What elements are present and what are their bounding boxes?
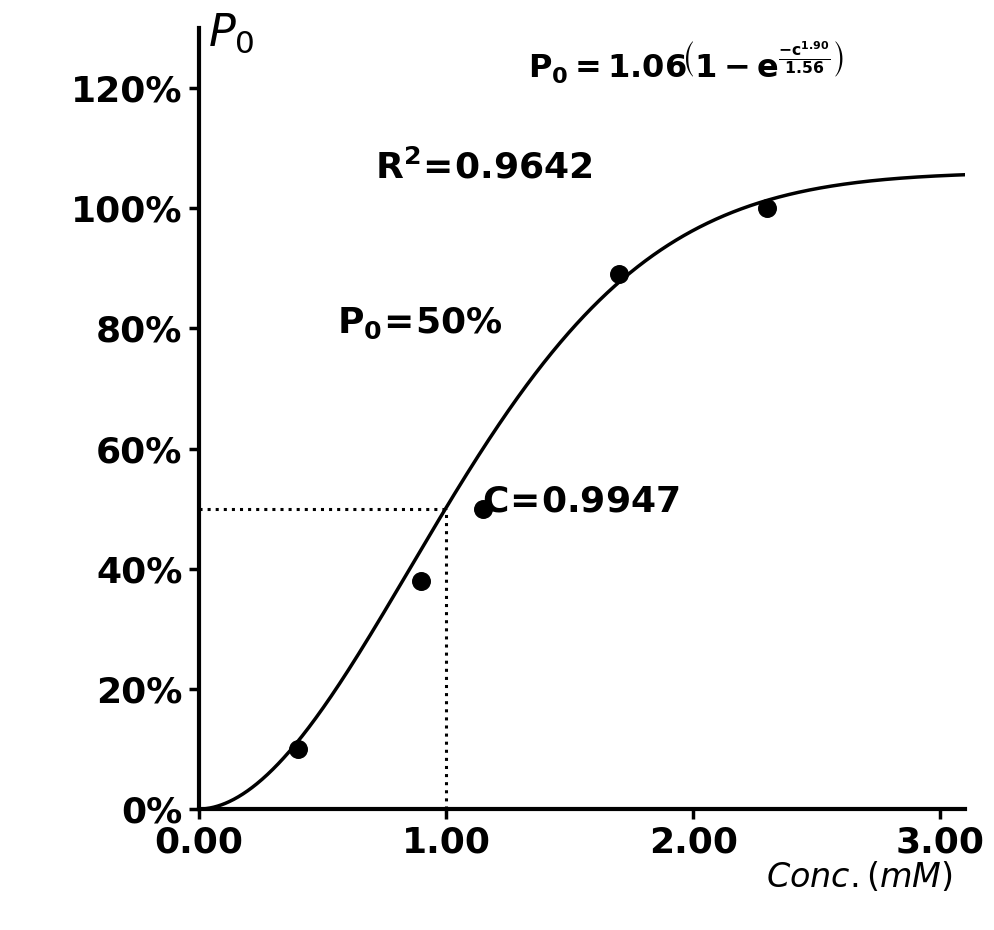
Point xyxy=(758,201,774,216)
Point xyxy=(289,741,305,756)
Point xyxy=(414,573,429,588)
Text: $\mathbf{R^2\!=\!0.9642}$: $\mathbf{R^2\!=\!0.9642}$ xyxy=(375,149,592,185)
Point xyxy=(475,501,491,516)
Text: $\mathit{Conc.(mM)}$: $\mathit{Conc.(mM)}$ xyxy=(765,860,952,894)
Text: $\mathbf{P_0 = 1.06\!\left(1 - e^{\frac{-c^{1.90}}{1.56}}\right)}$: $\mathbf{P_0 = 1.06\!\left(1 - e^{\frac{… xyxy=(528,40,843,86)
Text: $\mathit{P_0}$: $\mathit{P_0}$ xyxy=(208,11,254,55)
Point xyxy=(610,267,626,282)
Text: $\mathbf{C\!=\!0.9947}$: $\mathbf{C\!=\!0.9947}$ xyxy=(482,485,680,519)
Text: $\mathbf{P_0\!=\!50\%}$: $\mathbf{P_0\!=\!50\%}$ xyxy=(337,305,502,340)
